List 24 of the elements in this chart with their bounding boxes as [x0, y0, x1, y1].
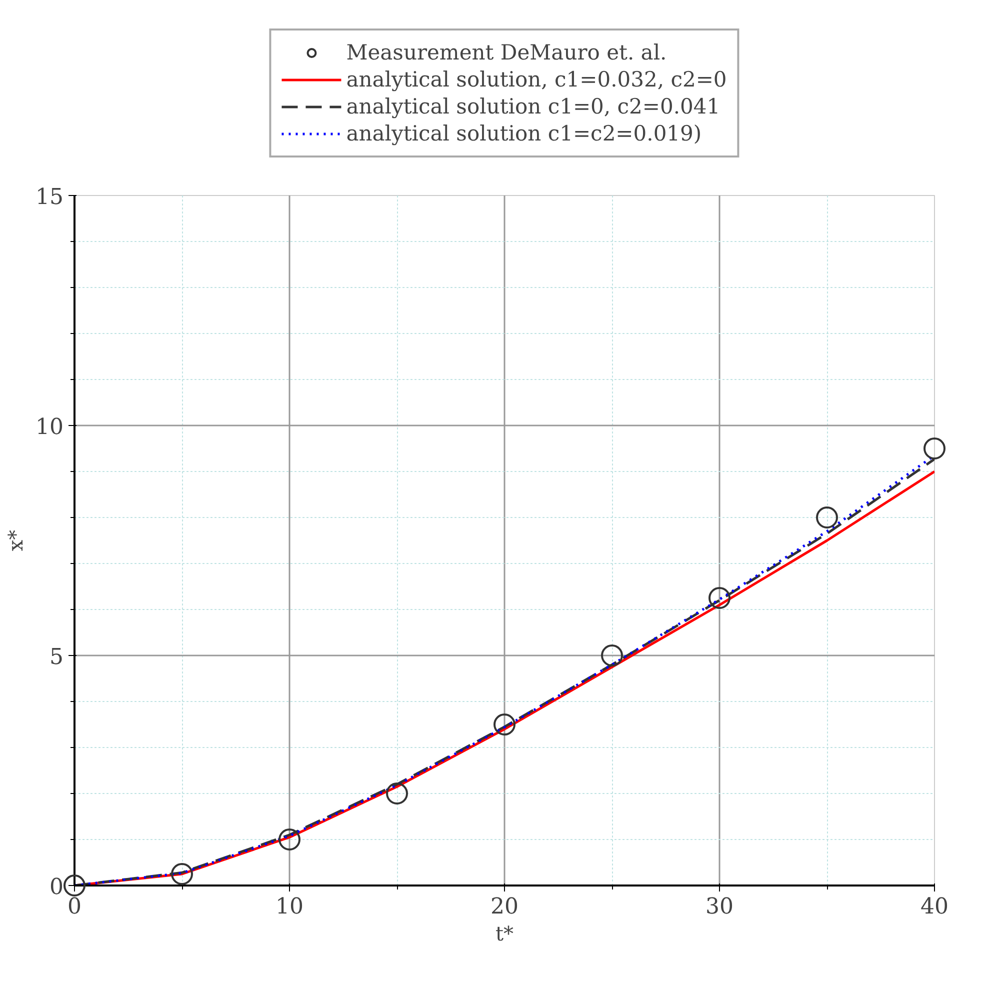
point [816, 506, 838, 528]
x-tick-label: 0 [68, 894, 82, 920]
point [386, 782, 408, 804]
y-tick-label: 10 [36, 415, 64, 440]
point [278, 828, 300, 850]
x-tick-label: 10 [276, 894, 304, 920]
legend-label: Measurement DeMauro et. al. [346, 40, 667, 64]
x-tick-label: 30 [706, 894, 734, 920]
point [171, 863, 193, 885]
point [601, 644, 623, 666]
point [494, 714, 516, 736]
x-axis-title: t* [495, 922, 514, 946]
legend-label: analytical solution, c1=0.032, c2=0 [346, 67, 727, 91]
legend-label: analytical solution c1=0, c2=0.041 [346, 94, 720, 118]
x-tick-label: 40 [920, 894, 949, 920]
x-tick-label: 20 [490, 894, 519, 920]
point [64, 874, 86, 896]
y-tick-label: 5 [50, 645, 64, 670]
y-tick-label: 15 [36, 185, 64, 210]
point [924, 438, 946, 460]
y-axis-title: x* [4, 530, 28, 552]
legend-label: analytical solution c1=c2=0.019) [346, 121, 702, 145]
point [708, 587, 730, 609]
y-tick-label: 0 [50, 875, 64, 900]
